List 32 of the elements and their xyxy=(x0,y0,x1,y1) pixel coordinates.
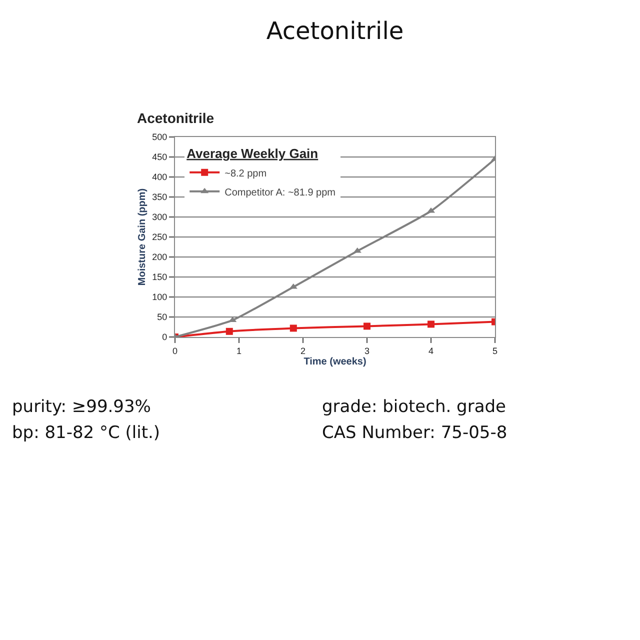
text: purity: ≥99.93% xyxy=(12,397,151,417)
chart-subtitle: Acetonitrile xyxy=(137,110,214,126)
y-tick-label: 50 xyxy=(157,312,168,322)
y-tick-label: 300 xyxy=(152,212,168,222)
text: grade: biotech. grade xyxy=(322,397,506,417)
y-tick-label: 250 xyxy=(152,232,168,242)
y-tick-label: 0 xyxy=(162,332,168,342)
legend-label: ~8.2 ppm xyxy=(224,168,267,180)
x-tick-label: 2 xyxy=(300,346,306,356)
x-tick-label: 5 xyxy=(492,346,498,356)
point xyxy=(364,322,370,330)
y-tick-label: 400 xyxy=(152,172,168,182)
y-axis-title: Moisture Gain (ppm) xyxy=(137,188,148,286)
legend-label: Competitor A: ~81.9 ppm xyxy=(224,187,336,198)
y-tick-label: 100 xyxy=(152,292,168,302)
legend-title: Average Weekly Gain xyxy=(186,146,318,161)
x-tick-label: 4 xyxy=(428,346,434,356)
chart-title: Acetonitrile xyxy=(266,16,404,45)
y-tick-label: 150 xyxy=(152,272,168,282)
y-tick-label: 350 xyxy=(152,192,168,202)
text: bp: 81-82 °C (lit.) xyxy=(12,423,160,443)
point xyxy=(226,328,233,335)
point xyxy=(290,324,297,332)
x-tick-label: 1 xyxy=(236,346,242,356)
y-tick-label: 200 xyxy=(152,252,168,262)
y-tick-label: 500 xyxy=(152,132,168,142)
x-tick-label: 3 xyxy=(364,346,370,356)
x-tick-label: 0 xyxy=(172,346,178,356)
point xyxy=(428,320,434,328)
text: CAS Number: 75-05-8 xyxy=(322,423,508,443)
x-axis-title: Time (weeks) xyxy=(304,356,366,368)
y-tick-label: 450 xyxy=(152,152,168,162)
